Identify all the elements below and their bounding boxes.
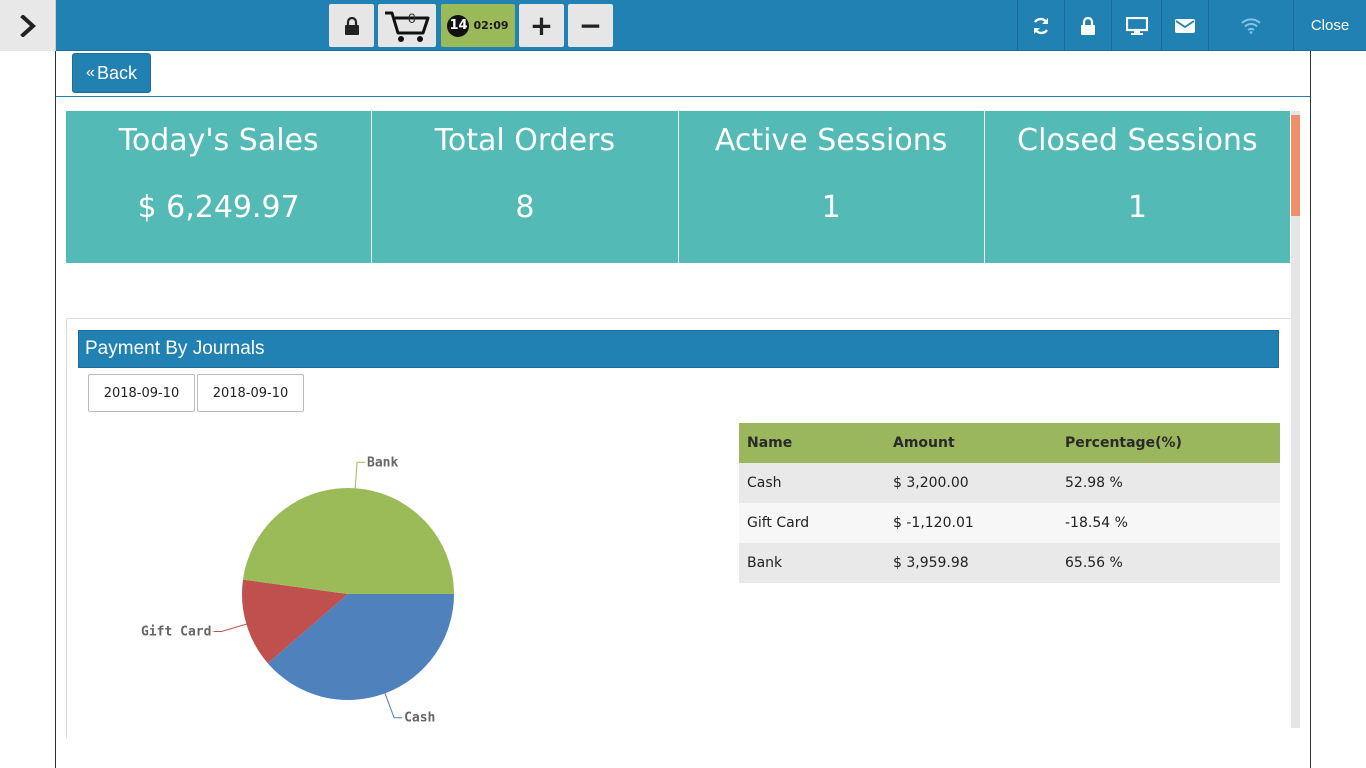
- stat-title: Active Sessions: [714, 123, 948, 158]
- plus-icon: +: [529, 8, 554, 42]
- table-header-row: Name Amount Percentage(%): [739, 423, 1280, 463]
- cell-percentage: 65.56 %: [1057, 543, 1280, 583]
- timer-time: 02:09: [473, 19, 509, 32]
- top-bar: 0 14 02:09 + − Close: [0, 0, 1366, 51]
- cell-name: Bank: [739, 543, 885, 583]
- cell-name: Cash: [739, 463, 885, 503]
- date-to-button[interactable]: 2018-09-10: [197, 374, 304, 412]
- stat-title: Total Orders: [434, 123, 616, 158]
- customer-display-button[interactable]: [1111, 0, 1161, 51]
- table-row: Gift Card $ -1,120.01 -18.54 %: [739, 503, 1280, 543]
- back-label: Back: [96, 62, 137, 83]
- payment-table: Name Amount Percentage(%) Cash $ 3,200.0…: [739, 423, 1280, 583]
- pie-slice-bank[interactable]: [242, 487, 454, 594]
- lock-button[interactable]: [329, 4, 374, 47]
- zoom-in-button[interactable]: +: [519, 4, 564, 47]
- connection-status-button[interactable]: [1208, 0, 1293, 51]
- wifi-icon: [1241, 17, 1261, 34]
- table-row: Bank $ 3,959.98 65.56 %: [739, 543, 1280, 583]
- payment-pie-chart: Cash Gift Card Bank: [67, 319, 707, 739]
- envelope-icon: [1175, 18, 1195, 33]
- cart-button[interactable]: 0: [378, 4, 436, 47]
- timer-count-badge: 14: [447, 14, 470, 37]
- cart-count: 0: [408, 10, 416, 26]
- close-button[interactable]: Close: [1293, 0, 1366, 51]
- pie-label: Cash: [404, 711, 435, 726]
- pie-slice-cash[interactable]: [267, 594, 454, 700]
- double-chevron-left-icon: «: [86, 64, 95, 81]
- dashboard-frame: « Back Today's Sales $ 6,249.97 Total Or…: [55, 51, 1311, 768]
- date-from-button[interactable]: 2018-09-10: [88, 374, 195, 412]
- stat-card-total-orders: Total Orders 8: [372, 111, 679, 263]
- pie-chart-svg: Cash Gift Card Bank: [141, 455, 454, 726]
- subheader: « Back: [56, 51, 1310, 97]
- stat-card-todays-sales: Today's Sales $ 6,249.97: [66, 111, 373, 263]
- right-toolbar: Close: [1017, 0, 1366, 51]
- messages-button[interactable]: [1161, 0, 1208, 51]
- lock-icon: [344, 16, 359, 35]
- cell-amount: $ -1,120.01: [885, 503, 1057, 543]
- back-button[interactable]: « Back: [72, 53, 151, 93]
- chevron-right-icon: [19, 14, 36, 37]
- pie-label: Gift Card: [141, 625, 211, 640]
- lock-icon: [1081, 16, 1095, 35]
- scrollbar[interactable]: [1291, 111, 1300, 728]
- stat-card-active-sessions: Active Sessions 1: [678, 111, 985, 263]
- refresh-button[interactable]: [1017, 0, 1064, 51]
- zoom-out-button[interactable]: −: [568, 4, 613, 47]
- pie-slice-gift-card[interactable]: [242, 579, 348, 664]
- column-header-amount: Amount: [885, 423, 1057, 463]
- column-header-percentage: Percentage(%): [1057, 423, 1280, 463]
- stat-value: 1: [821, 190, 841, 225]
- cell-name: Gift Card: [739, 503, 885, 543]
- session-timer-button[interactable]: 14 02:09: [441, 4, 515, 47]
- scrollbar-thumb[interactable]: [1291, 115, 1300, 216]
- cart-icon: [385, 11, 430, 42]
- sidebar-toggle-button[interactable]: [0, 0, 56, 51]
- pie-label: Bank: [367, 455, 398, 470]
- pie-leader-line: [213, 623, 247, 633]
- payment-by-journals-panel: Payment By Journals 2018-09-10 2018-09-1…: [66, 318, 1290, 738]
- cell-percentage: -18.54 %: [1057, 503, 1280, 543]
- refresh-icon: [1033, 17, 1049, 34]
- pie-leader-line: [384, 693, 403, 719]
- cell-amount: $ 3,200.00: [885, 463, 1057, 503]
- table-row: Cash $ 3,200.00 52.98 %: [739, 463, 1280, 503]
- stat-value: 8: [515, 190, 535, 225]
- minus-icon: −: [578, 8, 603, 42]
- cell-amount: $ 3,959.98: [885, 543, 1057, 583]
- column-header-name: Name: [739, 423, 885, 463]
- stat-cards: Today's Sales $ 6,249.97 Total Orders 8 …: [66, 111, 1290, 263]
- stat-title: Today's Sales: [118, 123, 319, 158]
- close-label: Close: [1310, 17, 1350, 34]
- stat-value: $ 6,249.97: [137, 190, 300, 225]
- monitor-icon: [1125, 16, 1148, 35]
- stat-value: 1: [1127, 190, 1147, 225]
- pie-leader-line: [354, 461, 366, 489]
- stat-title: Closed Sessions: [1017, 123, 1258, 158]
- screen-lock-button[interactable]: [1064, 0, 1111, 51]
- panel-title: Payment By Journals: [78, 330, 1279, 368]
- stat-card-closed-sessions: Closed Sessions 1: [984, 111, 1290, 263]
- cell-percentage: 52.98 %: [1057, 463, 1280, 503]
